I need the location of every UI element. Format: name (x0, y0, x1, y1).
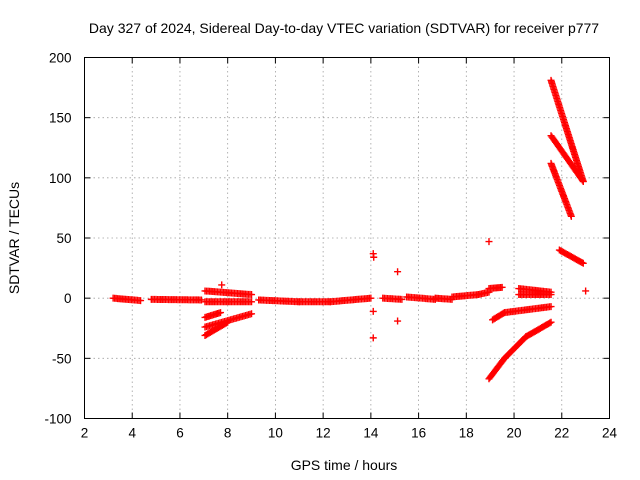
axis-ticks (84, 57, 610, 419)
data-segment (515, 291, 555, 299)
data-point (222, 319, 230, 327)
data-segment (379, 294, 406, 303)
data-segment (547, 159, 575, 220)
data-point (546, 319, 554, 327)
data-point (582, 287, 590, 295)
data-segment (485, 283, 506, 293)
x-tick-label: 16 (411, 426, 426, 441)
y-tick-labels: -100 -50 0 50 100 150 200 (44, 51, 71, 427)
data-point (369, 307, 377, 315)
data-point (137, 297, 145, 305)
series-p777-sdtvar (109, 76, 590, 383)
x-tick-label: 8 (224, 426, 232, 441)
data-segment (201, 287, 256, 299)
data-point (579, 177, 587, 185)
data-point (547, 318, 555, 326)
data-point (485, 238, 493, 246)
data-segment (547, 76, 587, 185)
data-point (217, 309, 225, 317)
x-tick-label: 14 (363, 426, 379, 441)
x-tick-label: 22 (554, 426, 569, 441)
x-tick-labels: 2 4 6 8 10 12 14 16 18 20 22 24 (81, 426, 618, 441)
data-point (498, 283, 506, 291)
x-tick-label: 2 (81, 426, 89, 441)
data-segment (403, 293, 439, 303)
data-segment (109, 294, 145, 305)
grid (84, 57, 610, 419)
data-point (567, 212, 575, 220)
data-point (578, 259, 586, 267)
y-tick-label: 0 (64, 291, 72, 306)
data-point (398, 295, 406, 303)
y-tick-label: 100 (49, 171, 72, 186)
y-tick-label: 50 (56, 231, 71, 246)
data-segment (201, 309, 225, 321)
data-segment (501, 303, 555, 317)
data-point (547, 291, 555, 299)
y-tick-label: 200 (49, 51, 72, 66)
data-segment (201, 318, 232, 339)
data-point (197, 296, 205, 304)
data-point (218, 281, 226, 289)
data-point (248, 298, 256, 306)
x-tick-label: 24 (602, 426, 618, 441)
data-segment (522, 318, 555, 341)
data-segment (547, 132, 587, 185)
data-point (248, 310, 256, 318)
data-segment (474, 288, 493, 299)
data-segment (326, 294, 375, 306)
data-point (547, 303, 555, 311)
x-tick-label: 12 (316, 426, 331, 441)
y-tick-label: -50 (52, 351, 72, 366)
x-tick-label: 18 (459, 426, 474, 441)
chart-title: Day 327 of 2024, Sidereal Day-to-day VTE… (89, 20, 599, 36)
data-point (367, 294, 375, 302)
data-segment (147, 295, 205, 304)
x-tick-label: 10 (268, 426, 283, 441)
data-segment (201, 298, 256, 306)
data-point (224, 318, 232, 326)
data-point (370, 253, 378, 261)
data-segment (555, 246, 587, 267)
data-point (578, 176, 586, 184)
data-point (369, 334, 377, 342)
data-segment (255, 296, 303, 306)
data-point (394, 268, 402, 276)
data-point (394, 317, 402, 325)
x-tick-label: 6 (176, 426, 184, 441)
y-axis-label: SDTVAR / TECUs (6, 182, 22, 294)
data-point (579, 259, 587, 267)
x-tick-label: 4 (128, 426, 136, 441)
x-axis-label: GPS time / hours (291, 457, 398, 473)
x-tick-label: 20 (507, 426, 522, 441)
data-segment (448, 291, 482, 301)
data-point (248, 291, 256, 299)
data-segment (295, 298, 334, 306)
y-tick-label: -100 (44, 412, 71, 427)
y-tick-label: 150 (49, 111, 72, 126)
data-series (109, 76, 590, 383)
